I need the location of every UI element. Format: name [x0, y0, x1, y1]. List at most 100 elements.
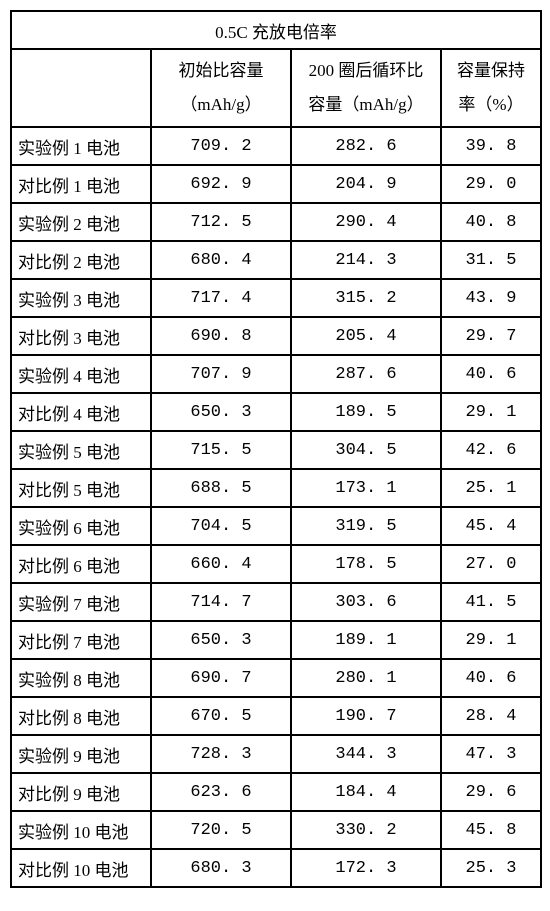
cell-initial: 650. 3 — [151, 393, 291, 431]
row-label: 实验例 7 电池 — [11, 583, 151, 621]
cell-retention: 43. 9 — [441, 279, 541, 317]
row-label: 实验例 3 电池 — [11, 279, 151, 317]
cell-retention: 28. 4 — [441, 697, 541, 735]
cell-after200: 184. 4 — [291, 773, 441, 811]
row-label: 对比例 10 电池 — [11, 849, 151, 887]
cell-after200: 315. 2 — [291, 279, 441, 317]
cell-initial: 717. 4 — [151, 279, 291, 317]
cell-initial: 680. 3 — [151, 849, 291, 887]
cell-retention: 29. 6 — [441, 773, 541, 811]
cell-after200: 172. 3 — [291, 849, 441, 887]
header-retention-l1: 容量保持 — [457, 61, 525, 80]
cell-after200: 205. 4 — [291, 317, 441, 355]
cell-retention: 42. 6 — [441, 431, 541, 469]
cell-initial: 715. 5 — [151, 431, 291, 469]
cell-after200: 319. 5 — [291, 507, 441, 545]
cell-initial: 690. 7 — [151, 659, 291, 697]
table-row: 实验例 1 电池709. 2282. 639. 8 — [11, 127, 541, 165]
table-row: 实验例 2 电池712. 5290. 440. 8 — [11, 203, 541, 241]
row-label: 对比例 4 电池 — [11, 393, 151, 431]
cell-retention: 25. 3 — [441, 849, 541, 887]
cell-initial: 720. 5 — [151, 811, 291, 849]
cell-after200: 303. 6 — [291, 583, 441, 621]
row-label: 实验例 5 电池 — [11, 431, 151, 469]
table-row: 对比例 4 电池650. 3189. 529. 1 — [11, 393, 541, 431]
header-after200: 200 圈后循环比 容量（mAh/g） — [291, 49, 441, 127]
header-blank — [11, 49, 151, 127]
cell-initial: 660. 4 — [151, 545, 291, 583]
row-label: 对比例 7 电池 — [11, 621, 151, 659]
header-retention: 容量保持 率（%） — [441, 49, 541, 127]
table-row: 实验例 10 电池720. 5330. 245. 8 — [11, 811, 541, 849]
row-label: 实验例 4 电池 — [11, 355, 151, 393]
row-label: 实验例 9 电池 — [11, 735, 151, 773]
table-row: 对比例 7 电池650. 3189. 129. 1 — [11, 621, 541, 659]
cell-retention: 39. 8 — [441, 127, 541, 165]
cell-after200: 190. 7 — [291, 697, 441, 735]
header-row: 初始比容量 （mAh/g） 200 圈后循环比 容量（mAh/g） 容量保持 率… — [11, 49, 541, 127]
table-title: 0.5C 充放电倍率 — [11, 11, 541, 49]
cell-initial: 692. 9 — [151, 165, 291, 203]
table-row: 对比例 10 电池680. 3172. 325. 3 — [11, 849, 541, 887]
data-table: 0.5C 充放电倍率 初始比容量 （mAh/g） 200 圈后循环比 容量（mA… — [10, 10, 542, 888]
cell-after200: 290. 4 — [291, 203, 441, 241]
row-label: 实验例 10 电池 — [11, 811, 151, 849]
table-row: 对比例 1 电池692. 9204. 929. 0 — [11, 165, 541, 203]
cell-retention: 45. 4 — [441, 507, 541, 545]
table-row: 实验例 8 电池690. 7280. 140. 6 — [11, 659, 541, 697]
cell-retention: 29. 1 — [441, 393, 541, 431]
cell-initial: 688. 5 — [151, 469, 291, 507]
title-row: 0.5C 充放电倍率 — [11, 11, 541, 49]
cell-after200: 214. 3 — [291, 241, 441, 279]
table-row: 实验例 5 电池715. 5304. 542. 6 — [11, 431, 541, 469]
cell-retention: 40. 6 — [441, 659, 541, 697]
table-row: 实验例 3 电池717. 4315. 243. 9 — [11, 279, 541, 317]
cell-initial: 707. 9 — [151, 355, 291, 393]
cell-initial: 650. 3 — [151, 621, 291, 659]
row-label: 实验例 2 电池 — [11, 203, 151, 241]
cell-retention: 31. 5 — [441, 241, 541, 279]
cell-after200: 173. 1 — [291, 469, 441, 507]
cell-retention: 40. 6 — [441, 355, 541, 393]
cell-after200: 178. 5 — [291, 545, 441, 583]
table-row: 对比例 8 电池670. 5190. 728. 4 — [11, 697, 541, 735]
table-row: 对比例 9 电池623. 6184. 429. 6 — [11, 773, 541, 811]
cell-retention: 41. 5 — [441, 583, 541, 621]
cell-retention: 29. 7 — [441, 317, 541, 355]
row-label: 对比例 9 电池 — [11, 773, 151, 811]
row-label: 实验例 1 电池 — [11, 127, 151, 165]
cell-after200: 304. 5 — [291, 431, 441, 469]
cell-after200: 204. 9 — [291, 165, 441, 203]
cell-retention: 29. 0 — [441, 165, 541, 203]
cell-initial: 714. 7 — [151, 583, 291, 621]
row-label: 对比例 3 电池 — [11, 317, 151, 355]
table-row: 实验例 9 电池728. 3344. 347. 3 — [11, 735, 541, 773]
row-label: 对比例 1 电池 — [11, 165, 151, 203]
header-initial-l2: （mAh/g） — [180, 95, 261, 114]
table-row: 对比例 3 电池690. 8205. 429. 7 — [11, 317, 541, 355]
table-row: 实验例 7 电池714. 7303. 641. 5 — [11, 583, 541, 621]
table-row: 对比例 2 电池680. 4214. 331. 5 — [11, 241, 541, 279]
table-row: 对比例 6 电池660. 4178. 527. 0 — [11, 545, 541, 583]
cell-retention: 45. 8 — [441, 811, 541, 849]
cell-after200: 280. 1 — [291, 659, 441, 697]
cell-after200: 189. 1 — [291, 621, 441, 659]
cell-after200: 189. 5 — [291, 393, 441, 431]
row-label: 实验例 8 电池 — [11, 659, 151, 697]
row-label: 对比例 5 电池 — [11, 469, 151, 507]
header-retention-l2: 率（%） — [458, 95, 523, 114]
row-label: 对比例 6 电池 — [11, 545, 151, 583]
cell-initial: 709. 2 — [151, 127, 291, 165]
cell-initial: 670. 5 — [151, 697, 291, 735]
header-after200-l2: 容量（mAh/g） — [308, 95, 423, 114]
cell-initial: 712. 5 — [151, 203, 291, 241]
cell-retention: 29. 1 — [441, 621, 541, 659]
cell-initial: 704. 5 — [151, 507, 291, 545]
header-initial: 初始比容量 （mAh/g） — [151, 49, 291, 127]
cell-initial: 690. 8 — [151, 317, 291, 355]
cell-retention: 27. 0 — [441, 545, 541, 583]
cell-retention: 25. 1 — [441, 469, 541, 507]
header-initial-l1: 初始比容量 — [179, 61, 264, 80]
row-label: 对比例 2 电池 — [11, 241, 151, 279]
cell-after200: 287. 6 — [291, 355, 441, 393]
